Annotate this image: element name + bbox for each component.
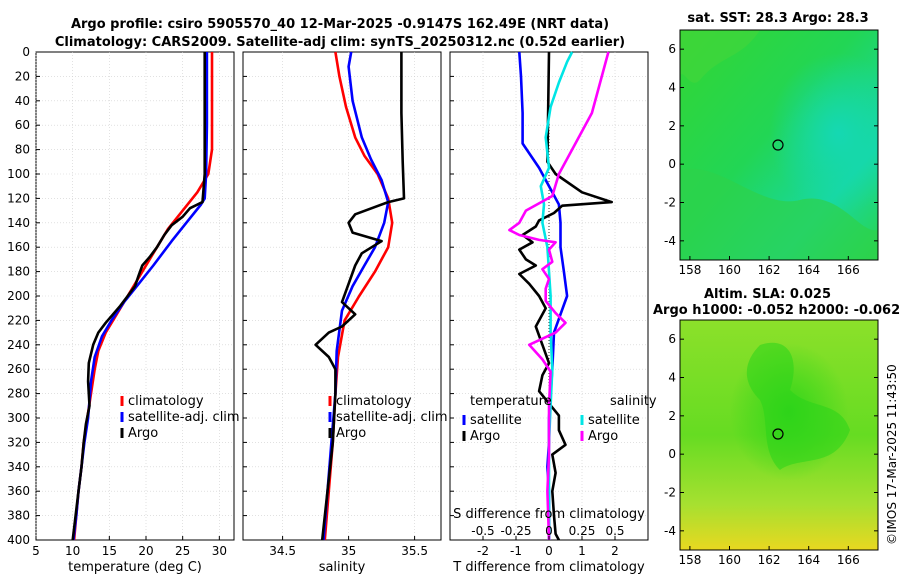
legend-label: Argo: [588, 429, 618, 444]
legend-group-head: salinity: [610, 394, 657, 409]
legend-group-head: temperature: [470, 394, 552, 409]
difference-xlabel-salinity: S difference from climatology: [453, 507, 645, 522]
y-tick-label: 0: [22, 45, 30, 59]
y-tick-label: 40: [15, 94, 30, 108]
sla-map-title-2: Argo h1000: -0.052 h2000: -0.062: [653, 303, 900, 318]
series-s-argo: [508, 51, 610, 541]
x-tick-label: 34.5: [269, 544, 296, 558]
legend-label: satellite: [470, 413, 522, 428]
x-tick-label: 5: [32, 544, 40, 558]
map-x-tick-label: 158: [678, 263, 701, 277]
legend-label: Argo: [128, 426, 158, 441]
map-y-tick-label: 2: [668, 409, 676, 423]
y-tick-label: 140: [7, 216, 30, 230]
y-tick-label: 400: [7, 533, 30, 547]
map-y-tick-label: 6: [668, 42, 676, 56]
series-t-argo: [517, 51, 614, 541]
y-tick-label: 180: [7, 265, 30, 279]
map-x-tick-label: 162: [758, 263, 781, 277]
y-tick-label: 220: [7, 313, 30, 327]
series-s-satellite: [539, 51, 574, 540]
y-tick-label: 360: [7, 484, 30, 498]
sst-map-title: sat. SST: 28.3 Argo: 28.3: [687, 11, 868, 26]
x-tick-label-salinity: -0.25: [500, 524, 531, 538]
series-argo: [71, 52, 206, 541]
sla-argo-marker: [772, 428, 784, 440]
x-tick-label: 25: [175, 544, 190, 558]
map-x-tick-label: 164: [797, 553, 820, 567]
x-tick-label: 2: [611, 544, 619, 558]
y-tick-label: 300: [7, 411, 30, 425]
map-y-tick-label: -4: [664, 524, 676, 538]
map-x-tick-label: 162: [758, 553, 781, 567]
x-tick-label: -2: [477, 544, 489, 558]
header-line-2: Climatology: CARS2009. Satellite-adj cli…: [55, 35, 625, 50]
y-tick-label: 240: [7, 338, 30, 352]
legend-label: satellite: [588, 413, 640, 428]
y-tick-label: 200: [7, 289, 30, 303]
timestamp: ©IMOS 17-Mar-2025 11:43:50: [885, 364, 899, 545]
legend-label: climatology: [336, 394, 412, 409]
legend-label: Argo: [336, 426, 366, 441]
x-tick-label: 35: [341, 544, 356, 558]
sla-map-title-1: Altim. SLA: 0.025: [704, 287, 831, 302]
map-x-tick-label: 160: [718, 553, 741, 567]
x-tick-label: 10: [65, 544, 80, 558]
x-tick-label: 30: [212, 544, 227, 558]
x-tick-label: 0: [545, 544, 553, 558]
y-tick-label: 320: [7, 435, 30, 449]
sst-argo-marker: [772, 139, 784, 151]
map-y-tick-label: 4: [668, 81, 676, 95]
x-tick-label: 20: [138, 544, 153, 558]
y-tick-label: 80: [15, 143, 30, 157]
map-y-tick-label: 6: [668, 332, 676, 346]
y-tick-label: 260: [7, 362, 30, 376]
x-tick-label: -1: [510, 544, 522, 558]
sst-map: [679, 29, 879, 261]
map-y-tick-label: 2: [668, 119, 676, 133]
map-y-tick-label: -4: [664, 234, 676, 248]
legend-label: climatology: [128, 394, 204, 409]
map-x-tick-label: 158: [678, 553, 701, 567]
map-x-tick-label: 166: [837, 553, 860, 567]
y-tick-label: 380: [7, 509, 30, 523]
legend-label: Argo: [470, 429, 500, 444]
y-tick-label: 160: [7, 240, 30, 254]
map-x-tick-label: 166: [837, 263, 860, 277]
y-tick-label: 340: [7, 460, 30, 474]
y-tick-label: 100: [7, 167, 30, 181]
legend-label: satellite-adj. clim: [128, 410, 240, 425]
y-tick-label: 120: [7, 191, 30, 205]
x-tick-label-salinity: 0.5: [605, 524, 624, 538]
map-x-tick-label: 160: [718, 263, 741, 277]
x-tick-label-salinity: 0.25: [569, 524, 596, 538]
y-tick-label: 20: [15, 69, 30, 83]
salinity-xlabel: salinity: [319, 560, 366, 575]
map-y-tick-label: 4: [668, 371, 676, 385]
sla-map: [679, 319, 879, 551]
difference-xlabel: T difference from climatology: [452, 560, 645, 575]
y-tick-label: 280: [7, 387, 30, 401]
y-tick-label: 60: [15, 118, 30, 132]
x-tick-label-salinity: -0.5: [471, 524, 494, 538]
x-tick-label: 35.5: [401, 544, 428, 558]
map-y-tick-label: 0: [668, 157, 676, 171]
x-tick-label: 1: [578, 544, 586, 558]
map-y-tick-label: 0: [668, 447, 676, 461]
series-argo: [314, 52, 406, 541]
x-tick-label: 15: [102, 544, 117, 558]
x-tick-label-salinity: 0: [545, 524, 553, 538]
header-line-1: Argo profile: csiro 5905570_40 12-Mar-20…: [71, 17, 609, 32]
temperature-xlabel: temperature (deg C): [68, 560, 202, 575]
map-x-tick-label: 164: [797, 263, 820, 277]
map-y-tick-label: -2: [664, 486, 676, 500]
map-y-tick-label: -2: [664, 196, 676, 210]
legend-label: satellite-adj. clim: [336, 410, 448, 425]
